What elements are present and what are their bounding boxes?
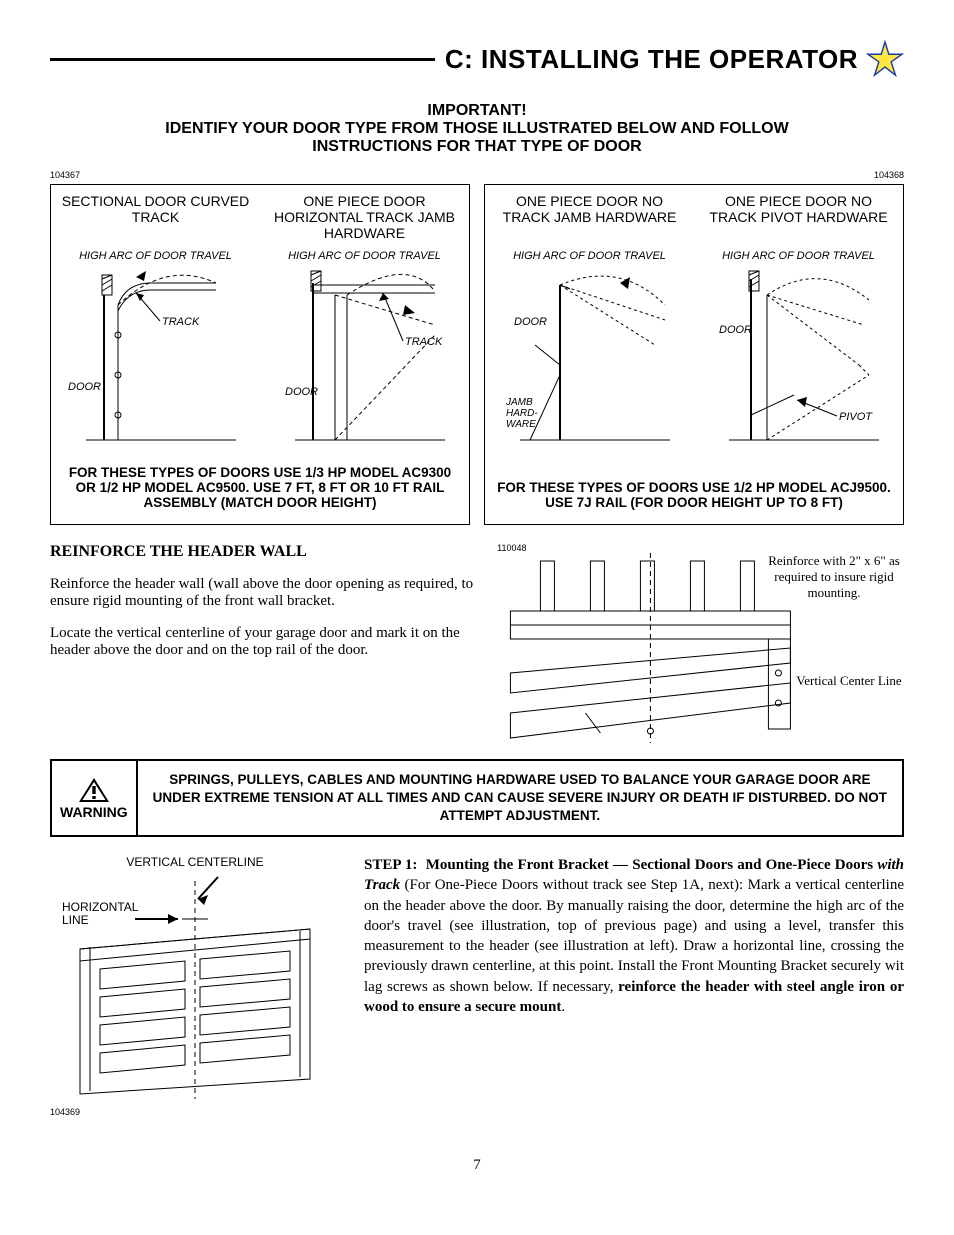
door-diagram-svg: DOOR PIVOT — [709, 265, 889, 450]
svg-text:HORIZONTAL: HORIZONTAL — [62, 900, 139, 914]
section-title: C: INSTALLING THE OPERATOR — [445, 44, 858, 75]
diagram-title: ONE PIECE DOOR HORIZONTAL TRACK JAMB HAR… — [266, 193, 463, 245]
diagram-title: ONE PIECE DOOR NO TRACK JAMB HARDWARE — [491, 193, 688, 245]
reinforce-section: REINFORCE THE HEADER WALL Reinforce the … — [50, 543, 904, 747]
diagram-title: ONE PIECE DOOR NO TRACK PIVOT HARDWARE — [700, 193, 897, 245]
warning-icon — [77, 776, 111, 804]
warning-band: WARNING SPRINGS, PULLEYS, CABLES AND MOU… — [50, 759, 904, 838]
reinforce-p: Reinforce the header wall (wall above th… — [50, 576, 477, 610]
diagram-sectional: SECTIONAL DOOR CURVED TRACK HIGH ARC OF … — [51, 185, 260, 454]
svg-text:HARD-: HARD- — [506, 408, 538, 419]
intro-line: INSTRUCTIONS FOR THAT TYPE OF DOOR — [50, 138, 904, 156]
page-number: 7 — [50, 1157, 904, 1174]
svg-text:JAMB: JAMB — [505, 397, 533, 408]
figure-number: 110048 — [497, 543, 904, 553]
reinforce-text: REINFORCE THE HEADER WALL Reinforce the … — [50, 543, 477, 747]
intro-line: IMPORTANT! — [50, 102, 904, 120]
step-lead: STEP 1: — [364, 857, 417, 873]
svg-text:TRACK: TRACK — [405, 336, 443, 348]
section-title-row: C: INSTALLING THE OPERATOR — [50, 40, 904, 78]
step1-text: STEP 1: Mounting the Front Bracket — Sec… — [364, 855, 904, 1117]
door-diagram-svg: TRACK DOOR — [66, 265, 246, 450]
star-icon — [866, 40, 904, 78]
step1-figure: VERTICAL CENTERLINE HORIZONTAL LINE — [50, 855, 340, 1117]
door-diagram-svg: TRACK DOOR — [275, 265, 455, 450]
step1-row: VERTICAL CENTERLINE HORIZONTAL LINE — [50, 855, 904, 1117]
reinforce-p: Locate the vertical centerline of your g… — [50, 625, 477, 659]
step-period: . — [561, 999, 565, 1015]
door-box-right: ONE PIECE DOOR NO TRACK JAMB HARDWARE HI… — [484, 184, 904, 525]
diagram-onepiece-pivot: ONE PIECE DOOR NO TRACK PIVOT HARDWARE H… — [694, 185, 903, 469]
diagram-onepiece-track: ONE PIECE DOOR HORIZONTAL TRACK JAMB HAR… — [260, 185, 469, 454]
reinforce-figure: 110048 — [497, 543, 904, 747]
arc-label: HIGH ARC OF DOOR TRAVEL — [722, 251, 875, 263]
figure-number: 104369 — [50, 1107, 340, 1117]
door-diagram-svg: DOOR JAMB HARD- WARE — [500, 265, 680, 450]
svg-text:TRACK: TRACK — [162, 316, 200, 328]
door-box-left: SECTIONAL DOOR CURVED TRACK HIGH ARC OF … — [50, 184, 470, 525]
svg-text:DOOR: DOOR — [719, 324, 752, 336]
warning-label: WARNING — [60, 804, 128, 820]
svg-text:DOOR: DOOR — [68, 381, 101, 393]
svg-text:DOOR: DOOR — [514, 316, 547, 328]
intro-line: IDENTIFY YOUR DOOR TYPE FROM THOSE ILLUS… — [50, 120, 904, 138]
svg-text:DOOR: DOOR — [285, 386, 318, 398]
door-box-footer: FOR THESE TYPES OF DOORS USE 1/2 HP MODE… — [485, 469, 903, 524]
arc-label: HIGH ARC OF DOOR TRAVEL — [513, 251, 666, 263]
svg-text:PIVOT: PIVOT — [839, 411, 873, 423]
door-box-footer: FOR THESE TYPES OF DOORS USE 1/3 HP MODE… — [51, 454, 469, 524]
arc-label: HIGH ARC OF DOOR TRAVEL — [79, 251, 232, 263]
centerline-svg: HORIZONTAL LINE — [50, 869, 340, 1104]
arc-label: HIGH ARC OF DOOR TRAVEL — [288, 251, 441, 263]
svg-text:WARE: WARE — [506, 419, 536, 430]
reinforce-heading: REINFORCE THE HEADER WALL — [50, 543, 477, 561]
figure-number: 104367 — [50, 170, 80, 180]
step-subhead: Mounting the Front Bracket — Sectional D… — [426, 857, 873, 873]
diagram-onepiece-jamb: ONE PIECE DOOR NO TRACK JAMB HARDWARE HI… — [485, 185, 694, 469]
title-rule — [50, 58, 435, 61]
step-body: (For One-Piece Doors without track see S… — [364, 877, 904, 994]
diagram-title: SECTIONAL DOOR CURVED TRACK — [57, 193, 254, 245]
door-type-row: 104367 104368 SECTIONAL DOOR CURVED TRAC… — [50, 184, 904, 525]
vc-label: VERTICAL CENTERLINE — [50, 855, 340, 869]
svg-text:LINE: LINE — [62, 913, 89, 927]
figure-number: 104368 — [874, 170, 904, 180]
reinforce-note: Reinforce with 2" x 6" as required to in… — [764, 553, 904, 601]
intro-block: IMPORTANT! IDENTIFY YOUR DOOR TYPE FROM … — [50, 102, 904, 156]
diagrams-left: SECTIONAL DOOR CURVED TRACK HIGH ARC OF … — [51, 185, 469, 454]
vcl-label: Vertical Center Line — [794, 673, 904, 689]
warning-text: SPRINGS, PULLEYS, CABLES AND MOUNTING HA… — [138, 761, 902, 836]
diagrams-right: ONE PIECE DOOR NO TRACK JAMB HARDWARE HI… — [485, 185, 903, 469]
warning-icon-block: WARNING — [52, 761, 138, 836]
